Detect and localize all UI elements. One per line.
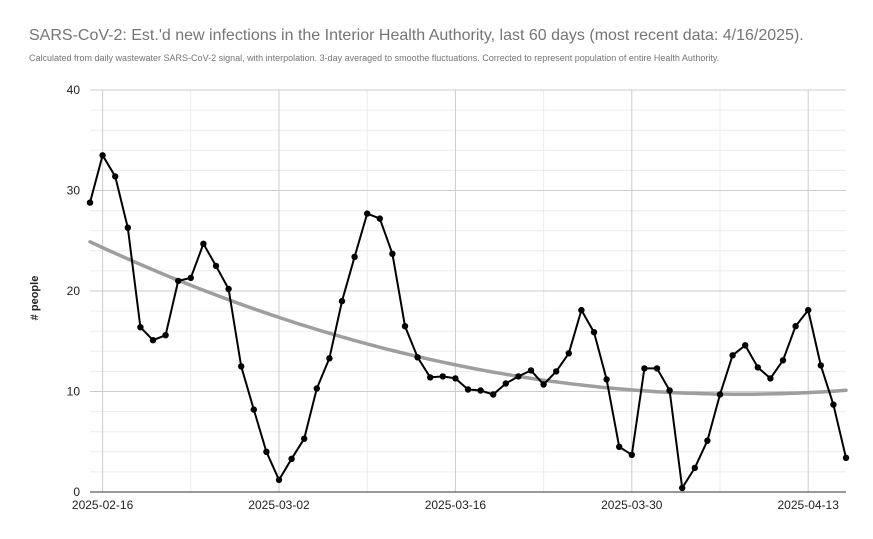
data-point — [641, 365, 648, 372]
data-point — [590, 329, 598, 336]
data-point — [616, 443, 623, 450]
data-point — [162, 332, 169, 339]
data-point — [805, 306, 812, 314]
data-point — [439, 373, 446, 380]
data-point — [263, 448, 270, 455]
data-point — [653, 365, 661, 372]
data-point — [200, 240, 207, 247]
chart-subtitle: Calculated from daily wastewater SARS-Co… — [29, 53, 720, 63]
data-point — [477, 387, 484, 394]
data-point — [464, 386, 472, 393]
data-point — [603, 376, 610, 383]
data-point — [729, 352, 736, 359]
minor-gridlines — [90, 90, 846, 492]
data-point — [212, 262, 220, 270]
data-point — [187, 274, 194, 282]
data-point — [275, 476, 283, 484]
data-point — [99, 152, 106, 159]
data-point — [565, 350, 572, 357]
data-point — [540, 381, 547, 388]
data-point — [401, 323, 409, 330]
y-tick-label: 30 — [67, 184, 81, 198]
data-point — [124, 224, 131, 231]
data-point — [716, 391, 724, 398]
data-point — [691, 464, 698, 472]
data-point — [149, 337, 157, 344]
x-axis-tick-labels: 2025-02-16 2025-03-02 2025-03-16 2025-03-30… — [72, 498, 839, 512]
data-point — [452, 375, 459, 382]
data-point — [338, 297, 346, 305]
data-point — [490, 391, 497, 398]
data-point — [250, 406, 257, 413]
data-point — [742, 342, 749, 349]
data-point — [628, 451, 635, 458]
y-tick-label: 0 — [73, 485, 80, 499]
data-point — [502, 380, 509, 387]
data-point — [527, 367, 535, 374]
y-tick-label: 20 — [67, 284, 81, 298]
y-tick-label: 10 — [67, 385, 81, 399]
data-point — [817, 362, 824, 369]
data-point — [792, 323, 799, 330]
chart-title: SARS-CoV-2: Est.'d new infections in the… — [29, 27, 804, 44]
data-point — [767, 375, 774, 382]
y-tick-label: 40 — [67, 83, 81, 97]
x-tick-label: 2025-03-30 — [601, 498, 663, 512]
data-point — [830, 401, 837, 408]
data-point — [414, 354, 421, 361]
data-point — [225, 285, 232, 293]
x-tick-label: 2025-03-16 — [425, 498, 487, 512]
data-point — [301, 435, 308, 442]
data-point — [666, 387, 673, 394]
major-gridlines — [90, 89, 846, 493]
data-point — [137, 324, 144, 331]
y-axis-label: # people — [29, 276, 41, 321]
data-point — [389, 250, 396, 257]
data-point — [351, 253, 358, 260]
data-point — [842, 454, 850, 461]
data-point — [313, 385, 320, 392]
x-tick-label: 2025-04-13 — [778, 498, 840, 512]
data-point — [704, 437, 711, 444]
series-line — [89, 154, 847, 489]
data-point — [515, 373, 522, 380]
data-point — [288, 455, 295, 462]
data-point — [427, 374, 434, 381]
x-tick-label: 2025-02-16 — [72, 498, 134, 512]
data-point — [679, 484, 686, 492]
data-point — [364, 210, 371, 217]
data-point — [326, 355, 333, 362]
data-point — [86, 199, 94, 206]
data-point — [376, 215, 383, 222]
series-group — [86, 152, 850, 492]
data-point — [238, 363, 245, 370]
data-point — [578, 306, 585, 314]
data-point — [175, 277, 182, 285]
x-tick-label: 2025-03-02 — [248, 498, 310, 512]
data-point — [779, 357, 787, 364]
data-point — [553, 368, 560, 375]
y-axis-tick-labels: 0 10 20 30 40 — [67, 83, 81, 499]
data-point — [754, 364, 761, 371]
data-point — [112, 173, 119, 180]
